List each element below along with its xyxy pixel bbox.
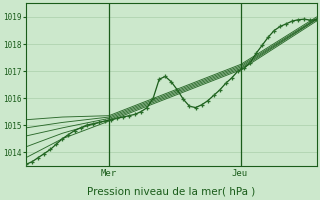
X-axis label: Pression niveau de la mer( hPa ): Pression niveau de la mer( hPa ) [87, 187, 255, 197]
Text: Mer: Mer [101, 169, 117, 178]
Text: Jeu: Jeu [231, 169, 248, 178]
